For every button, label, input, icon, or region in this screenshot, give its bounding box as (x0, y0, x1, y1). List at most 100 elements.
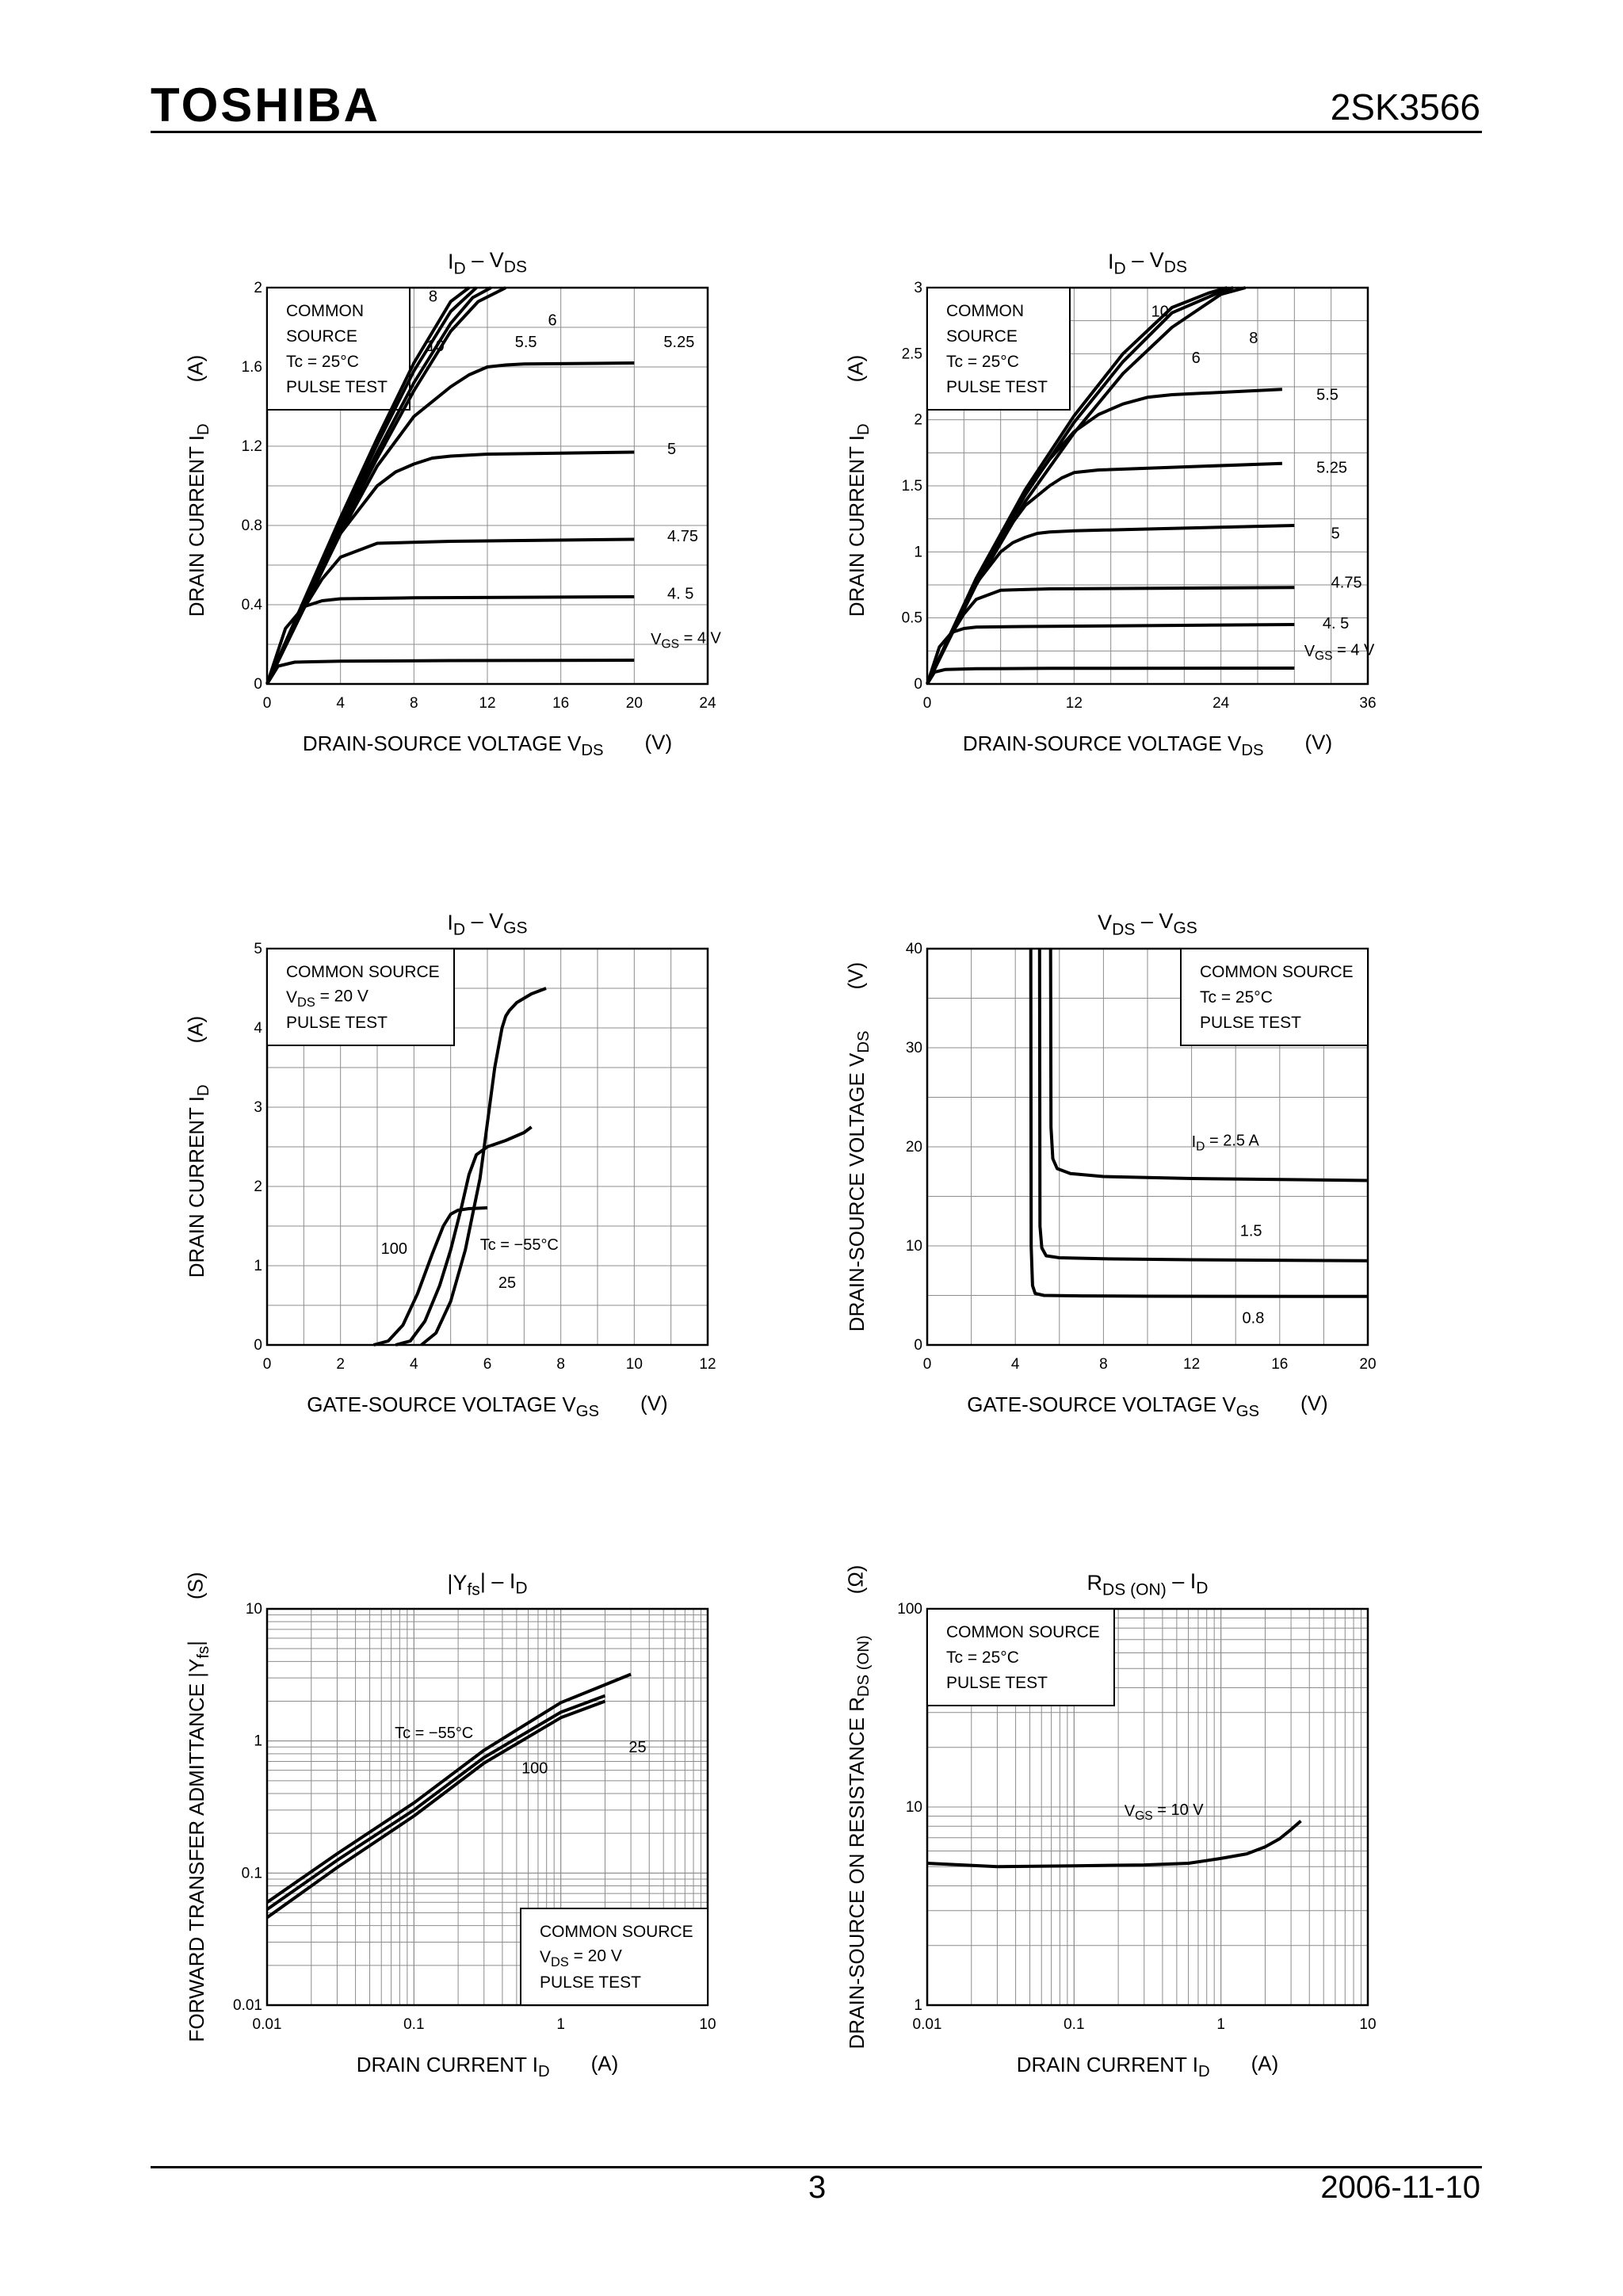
series-line (926, 286, 1247, 685)
x-tick-label: 8 (410, 695, 418, 712)
chart-title: |Yfs​| – ID​ (447, 1569, 527, 1599)
series-line (926, 388, 1282, 685)
legend-line: PULSE TEST (946, 1674, 1048, 1692)
brand-logo: TOSHIBA (151, 78, 380, 132)
series-line (265, 595, 635, 685)
legend-box-frame (520, 1908, 708, 2006)
x-tick-label: 0.1 (403, 2016, 424, 2033)
y-tick-label: 5 (254, 941, 262, 957)
legend-line: Tc = 25°C (286, 353, 359, 371)
x-tick-label: 12 (1066, 695, 1083, 712)
x-axis-label: DRAIN-SOURCE VOLTAGE VDS​ (V) (303, 730, 672, 759)
curve-label: 10 (427, 338, 445, 355)
curve-label: 4.75 (667, 528, 698, 545)
chart-title: VDS​ – VGS​ (1098, 909, 1197, 938)
y-axis-label: FORWARD TRANSFER ADMITTANCE |Yfs​| (S) (183, 1572, 212, 2042)
x-tick-label: 12 (1183, 1356, 1200, 1373)
curve-label: 5.5 (515, 334, 537, 351)
y-tick-label: 3 (914, 280, 922, 296)
x-tick-label: 24 (699, 695, 716, 712)
series-line (420, 987, 547, 1347)
x-tick-label: 6 (483, 1356, 492, 1373)
curve-label: 5.5 (1316, 387, 1338, 404)
x-tick-label: 16 (1271, 1356, 1288, 1373)
series-line (926, 1820, 1302, 1869)
curve-label: VGS​ = 4 V (651, 630, 721, 651)
y-axis-label: DRAIN-SOURCE VOLTAGE VDS​ (V) (843, 962, 873, 1331)
x-tick-label: 20 (626, 695, 643, 712)
y-tick-label: 1.6 (242, 359, 262, 376)
legend-line: PULSE TEST (1200, 1014, 1301, 1032)
legend-line: Tc = 25°C (946, 353, 1019, 371)
y-tick-label: 10 (906, 1799, 922, 1816)
y-tick-label: 4 (254, 1020, 262, 1037)
curve-label: 10 (1151, 304, 1169, 321)
series-line (1029, 948, 1369, 1298)
legend-box-frame (266, 948, 455, 1046)
curve-label: 1.5 (1240, 1223, 1262, 1240)
plot-frame (265, 947, 709, 1347)
curve-label: 8 (1249, 330, 1258, 347)
curve-label: VGS​ = 10 V (1125, 1801, 1204, 1823)
x-tick-label: 8 (556, 1356, 565, 1373)
y-tick-label: 1 (914, 544, 922, 560)
legend-box: COMMON SOURCE Tc = 25°C PULSE TEST (926, 1608, 1115, 1706)
y-tick-label: 0.1 (242, 1865, 262, 1881)
curve-label: 100 (521, 1759, 548, 1777)
chart-c5: COMMON SOURCE VDS​ = 20 V PULSE TEST Tc = −… (183, 1569, 716, 2080)
series-line (395, 1125, 533, 1347)
legend-line: Tc = 25°C (946, 1648, 1019, 1667)
curve-label: VGS​ = 4 V (1304, 642, 1375, 663)
legend-line: Tc = 25°C (1200, 988, 1273, 1007)
curve-label: 25 (498, 1274, 516, 1292)
x-tick-label: 8 (1099, 1356, 1108, 1373)
curve-label: 5 (667, 441, 676, 458)
x-tick-label: 0.01 (913, 2016, 942, 2033)
legend-line: VDS​ = 20 V (286, 988, 369, 1010)
plot-frame (926, 947, 1369, 1347)
curve-label: ID​ = 2.5 A (1192, 1133, 1260, 1154)
legend-line: COMMON (286, 302, 364, 320)
x-axis-label: DRAIN CURRENT ID​ (A) (357, 2051, 619, 2080)
curve-label: 100 (381, 1240, 407, 1258)
x-tick-label: 4 (1011, 1356, 1020, 1373)
series-line (265, 1694, 606, 1911)
legend-box: COMMON SOURCE Tc = 25°C PULSE TEST (1180, 948, 1369, 1046)
x-tick-label: 36 (1359, 695, 1376, 712)
y-tick-label: 20 (906, 1139, 922, 1156)
series-line (265, 286, 471, 685)
plot-frame (265, 286, 709, 686)
x-axis-label: DRAIN-SOURCE VOLTAGE VDS​ (V) (963, 730, 1332, 759)
curve-label: Tc = −55°C (480, 1236, 559, 1254)
y-tick-label: 1.2 (242, 438, 262, 455)
legend-line: PULSE TEST (946, 378, 1048, 396)
legend-line: SOURCE (946, 327, 1018, 346)
legend-box-frame (1180, 948, 1369, 1046)
y-tick-label: 0.4 (242, 597, 263, 613)
chart-c4: COMMON SOURCE Tc = 25°C PULSE TEST ID​ = 2.… (843, 909, 1376, 1420)
curve-label: 5.25 (1316, 459, 1347, 476)
y-tick-label: 0 (254, 1337, 262, 1354)
x-tick-label: 12 (699, 1356, 716, 1373)
chart-title: RDS (ON)​ – ID​ (1087, 1569, 1209, 1599)
x-axis-label: GATE-SOURCE VOLTAGE VGS​ (V) (967, 1391, 1327, 1420)
y-tick-label: 0.01 (233, 1997, 262, 2014)
curve-label: 4. 5 (1323, 615, 1349, 632)
x-tick-label: 4 (336, 695, 345, 712)
x-tick-label: 1 (1216, 2016, 1225, 2033)
y-tick-label: 2 (254, 1179, 262, 1195)
y-tick-label: 2.5 (902, 346, 922, 362)
y-tick-label: 0 (914, 1337, 922, 1354)
x-tick-label: 20 (1359, 1356, 1376, 1373)
legend-box-frame (926, 287, 1071, 411)
y-tick-label: 30 (906, 1040, 922, 1056)
y-tick-label: 10 (246, 1601, 262, 1618)
x-tick-label: 10 (699, 2016, 716, 2033)
legend-box: COMMON SOURCE Tc = 25°C PULSE TEST (926, 287, 1071, 411)
y-tick-label: 0 (254, 676, 262, 693)
x-tick-label: 0.01 (253, 2016, 282, 2033)
legend-box-frame (926, 1608, 1115, 1706)
footer-rule (151, 2166, 1482, 2168)
